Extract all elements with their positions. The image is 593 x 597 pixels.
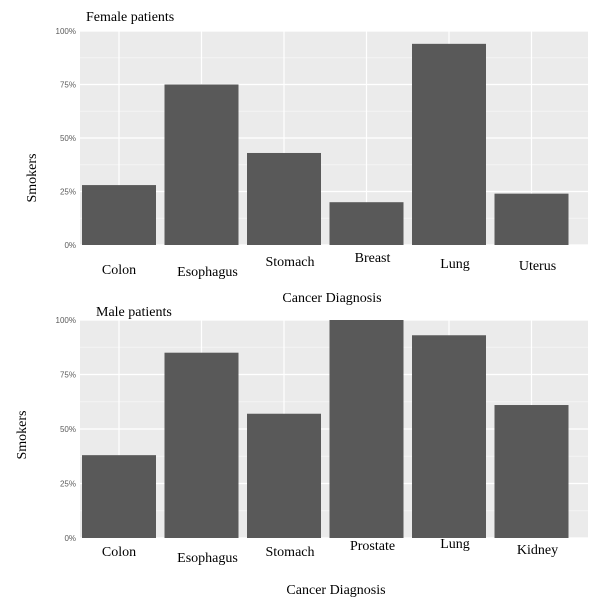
- female-y-tick-label: 25%: [60, 188, 76, 197]
- male-category-label-stomach: Stomach: [266, 545, 315, 560]
- male-plot-area: 0% 25% 50% 75% 100% Colon Esophagus Stomach Pros…: [56, 316, 588, 566]
- female-chart-title: Female patients: [86, 10, 174, 25]
- female-bar-esophagus: [164, 84, 239, 245]
- male-y-tick-label: 75%: [60, 371, 76, 380]
- male-y-tick-label: 100%: [56, 316, 76, 325]
- female-bar-stomach: [247, 152, 321, 245]
- male-y-tick-label: 0%: [64, 534, 76, 543]
- female-category-label-lung: Lung: [440, 257, 470, 272]
- female-bar-breast: [329, 202, 404, 245]
- male-x-axis-label: Cancer Diagnosis: [286, 583, 385, 597]
- male-chart-title: Male patients: [96, 305, 172, 320]
- female-bar-uterus: [494, 193, 569, 245]
- male-chart: Male patients Smokers Cancer Diagnosis 0…: [15, 305, 588, 597]
- female-bar-colon: [82, 185, 156, 245]
- female-chart: Female patients Smokers Cancer Diagnosis…: [25, 10, 588, 306]
- male-y-tick-label: 25%: [60, 480, 76, 489]
- female-plot-area: 0% 25% 50% 75% 100% Colon Esophagus Stomach Brea…: [56, 27, 588, 280]
- female-bar-lung: [412, 43, 486, 246]
- male-bar-lung: [412, 335, 486, 538]
- male-bar-colon: [82, 455, 156, 538]
- male-y-tick-label: 50%: [60, 425, 76, 434]
- female-category-label-breast: Breast: [355, 251, 391, 266]
- male-bar-kidney: [494, 405, 569, 538]
- female-category-label-uterus: Uterus: [519, 259, 556, 274]
- female-y-tick-label: 50%: [60, 134, 76, 143]
- male-category-label-kidney: Kidney: [517, 543, 558, 558]
- female-category-label-esophagus: Esophagus: [177, 265, 238, 280]
- female-category-label-colon: Colon: [102, 263, 136, 278]
- male-y-axis-label: Smokers: [15, 411, 30, 460]
- male-category-label-colon: Colon: [102, 545, 136, 560]
- male-bar-esophagus: [164, 352, 239, 538]
- male-category-label-prostate: Prostate: [350, 539, 395, 554]
- female-y-axis-label: Smokers: [25, 154, 40, 203]
- male-category-label-lung: Lung: [440, 537, 470, 552]
- female-y-tick-label: 0%: [64, 241, 76, 250]
- male-bar-prostate: [329, 320, 404, 538]
- female-y-tick-label: 75%: [60, 81, 76, 90]
- female-category-label-stomach: Stomach: [266, 255, 315, 270]
- male-bar-stomach: [247, 413, 321, 538]
- female-y-tick-label: 100%: [56, 27, 76, 36]
- female-x-axis-label: Cancer Diagnosis: [282, 291, 381, 306]
- male-category-label-esophagus: Esophagus: [177, 551, 238, 566]
